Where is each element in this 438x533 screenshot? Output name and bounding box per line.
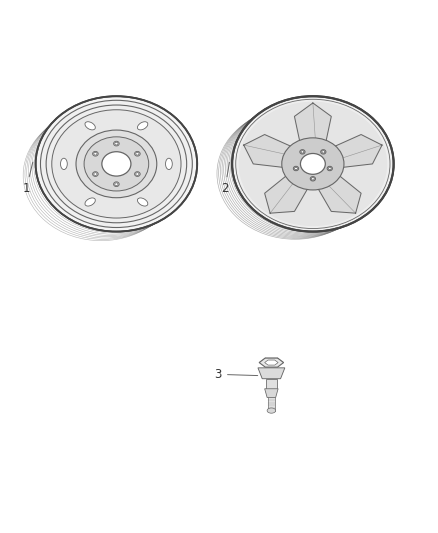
Polygon shape [266,379,277,389]
Ellipse shape [134,172,140,176]
Ellipse shape [166,158,172,169]
Ellipse shape [40,100,192,228]
Ellipse shape [84,137,149,191]
Polygon shape [258,368,285,379]
Ellipse shape [300,150,305,154]
Text: 1: 1 [22,162,33,195]
Ellipse shape [295,167,297,169]
Ellipse shape [136,152,139,155]
Ellipse shape [52,110,181,218]
Polygon shape [259,358,284,367]
Ellipse shape [113,141,119,146]
Ellipse shape [322,151,325,153]
Polygon shape [332,134,382,168]
Ellipse shape [282,138,344,190]
Polygon shape [317,174,361,213]
Polygon shape [268,398,275,410]
Ellipse shape [293,166,299,171]
Ellipse shape [134,151,140,156]
Ellipse shape [321,150,326,154]
Ellipse shape [94,173,97,175]
Ellipse shape [35,96,197,231]
Polygon shape [265,360,278,365]
Ellipse shape [115,142,118,145]
Ellipse shape [327,166,332,171]
Ellipse shape [94,152,97,155]
Text: 2: 2 [221,162,230,195]
Ellipse shape [76,130,157,198]
Ellipse shape [102,152,131,176]
Ellipse shape [113,182,119,187]
Ellipse shape [92,151,98,156]
Polygon shape [265,389,278,398]
Ellipse shape [92,172,98,176]
Ellipse shape [138,198,148,206]
Ellipse shape [85,198,95,206]
Ellipse shape [46,105,187,223]
Polygon shape [294,103,331,144]
Polygon shape [265,174,309,213]
Ellipse shape [300,154,325,174]
Ellipse shape [267,408,276,413]
Ellipse shape [310,176,315,181]
Ellipse shape [60,158,67,169]
Ellipse shape [301,151,304,153]
Ellipse shape [328,167,331,169]
Ellipse shape [136,173,139,175]
Ellipse shape [115,183,118,185]
Ellipse shape [311,177,314,180]
Ellipse shape [239,102,387,226]
Polygon shape [244,134,294,168]
Ellipse shape [232,96,394,231]
Ellipse shape [236,99,390,229]
Text: 3: 3 [215,368,258,381]
Ellipse shape [138,122,148,130]
Ellipse shape [85,122,95,130]
